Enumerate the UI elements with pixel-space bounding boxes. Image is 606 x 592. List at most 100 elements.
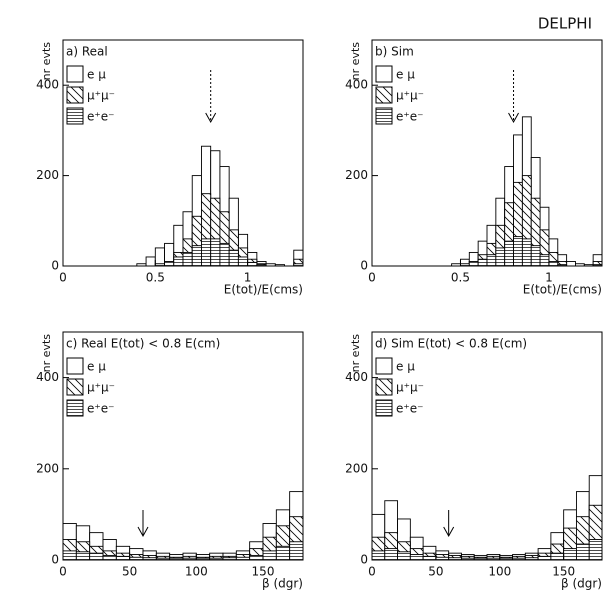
legend-label: e⁺e⁻ — [396, 402, 423, 416]
histogram-bar — [62, 550, 77, 561]
histogram-bar — [182, 251, 193, 267]
panel-title: d) Sim E(tot) < 0.8 E(cm) — [375, 337, 527, 351]
y-axis-label: nr evts — [40, 334, 53, 373]
x-tick-label: 50 — [122, 565, 137, 579]
legend-label: μ⁺μ⁻ — [396, 381, 424, 395]
legend-label: μ⁺μ⁻ — [87, 381, 115, 395]
x-axis-label: E(tot)/E(cms) — [224, 283, 303, 297]
x-tick-label: 0 — [368, 565, 376, 579]
histogram-bar — [275, 545, 291, 561]
figure-title: DELPHI — [538, 15, 592, 33]
arrow-head — [137, 526, 149, 538]
histogram-bar — [262, 550, 277, 561]
x-axis-label: β (dgr) — [561, 577, 602, 591]
x-tick-label: 100 — [488, 565, 511, 579]
histogram-bar — [237, 256, 249, 267]
histogram-bar — [495, 247, 506, 267]
histogram-bar — [397, 551, 411, 561]
legend-swatch — [66, 65, 84, 83]
y-tick-label: 200 — [345, 168, 368, 182]
y-tick-label: 0 — [360, 553, 368, 567]
y-axis-label: nr evts — [349, 334, 362, 373]
x-tick-label: 0.5 — [451, 271, 470, 285]
legend-swatch — [375, 357, 393, 375]
legend-swatch — [375, 399, 393, 417]
histogram-bar — [228, 249, 239, 267]
legend-label: e μ — [396, 360, 415, 374]
y-tick-label: 400 — [345, 78, 368, 92]
legend-label: e⁺e⁻ — [396, 110, 423, 124]
legend-swatch — [66, 357, 84, 375]
x-tick-label: 1 — [244, 271, 252, 285]
legend-swatch — [375, 378, 393, 396]
histogram-bar — [521, 238, 532, 267]
legend-label: e μ — [396, 68, 415, 82]
legend-label: μ⁺μ⁻ — [87, 89, 115, 103]
histogram-bar — [588, 539, 603, 561]
x-tick-label: 1 — [545, 271, 553, 285]
histogram-bar — [154, 247, 165, 267]
x-axis-label: β (dgr) — [262, 577, 303, 591]
legend-swatch — [375, 86, 393, 104]
legend-swatch — [66, 107, 84, 125]
histogram-bar — [409, 554, 424, 561]
y-axis-label: nr evts — [40, 42, 53, 81]
histogram-bar — [548, 261, 559, 267]
histogram-bar — [164, 261, 175, 267]
histogram-bar — [468, 261, 479, 267]
y-tick-label: 400 — [36, 78, 59, 92]
histogram-bar — [210, 238, 221, 267]
x-tick-label: 100 — [185, 565, 208, 579]
arrow-head — [443, 526, 455, 538]
histogram-bar — [504, 240, 514, 267]
histogram-bar — [530, 245, 541, 267]
histogram-bar — [289, 541, 304, 561]
panel-title: b) Sim — [375, 45, 414, 59]
arrow-head — [205, 112, 217, 124]
y-axis-label: nr evts — [349, 42, 362, 81]
histogram-bar — [219, 242, 230, 267]
x-tick-label: 0 — [59, 565, 67, 579]
legend-label: e⁺e⁻ — [87, 402, 114, 416]
plot-frame — [371, 39, 603, 267]
plot-frame — [371, 331, 603, 561]
histogram-bar — [201, 238, 212, 267]
y-tick-label: 0 — [360, 259, 368, 273]
x-tick-label: 150 — [252, 565, 275, 579]
histogram-bar — [563, 548, 577, 561]
y-tick-label: 200 — [36, 461, 59, 475]
legend-label: e⁺e⁻ — [87, 110, 114, 124]
legend-swatch — [66, 378, 84, 396]
x-axis-label: E(tot)/E(cms) — [523, 283, 602, 297]
plot-frame — [62, 331, 304, 561]
histogram-bar — [75, 551, 91, 561]
y-tick-label: 0 — [51, 553, 59, 567]
legend-swatch — [375, 65, 393, 83]
histogram-bar — [173, 256, 184, 267]
histogram-bar — [486, 254, 497, 267]
histogram-bar — [422, 555, 437, 561]
legend-label: μ⁺μ⁻ — [396, 89, 424, 103]
histogram-bar — [537, 555, 552, 561]
y-tick-label: 200 — [36, 168, 59, 182]
histogram-bar — [249, 554, 264, 561]
x-tick-label: 0 — [59, 271, 67, 285]
y-tick-label: 200 — [345, 461, 368, 475]
x-tick-label: 0.5 — [146, 271, 165, 285]
histogram-bar — [566, 261, 576, 267]
legend-swatch — [66, 399, 84, 417]
legend-swatch — [66, 86, 84, 104]
histogram-bar — [575, 543, 590, 561]
histogram-bar — [191, 245, 202, 267]
histogram-bar — [384, 548, 399, 561]
histogram-bar — [539, 254, 550, 267]
histogram-bar — [513, 236, 523, 267]
histogram-bar — [550, 552, 565, 561]
histogram-bar — [102, 554, 117, 561]
x-tick-label: 0 — [368, 271, 376, 285]
histogram-bar — [477, 258, 488, 267]
y-tick-label: 400 — [345, 370, 368, 384]
histogram-bar — [145, 256, 156, 267]
